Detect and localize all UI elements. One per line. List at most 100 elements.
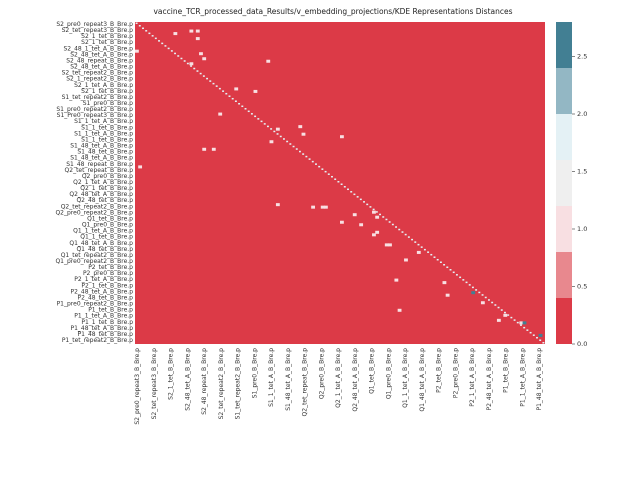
highlight-cell	[372, 233, 376, 237]
row-tick-label: S1_1_tet_B_Bre.p	[81, 124, 133, 131]
column-tick-label: S1_48_tet_A_B_Bre.p	[285, 348, 292, 411]
column-tick-label: Q1_1_tet_A_B_Bre.p	[402, 348, 409, 408]
column-tick-label: S1_pre0_B_Bre.p	[251, 348, 258, 398]
diagonal-cell	[516, 321, 519, 324]
column-tick-label: Q1_48_tet_A_B_Bre.p	[419, 348, 426, 412]
diagonal-cell	[234, 100, 237, 102]
diagonal-cell	[190, 65, 193, 67]
diagonal-cell	[372, 208, 375, 211]
row-tick-label: P1_48_tet_A_B_Bre.p	[70, 325, 133, 332]
row-tick-label: Q1_tet_B_Bre.p	[87, 215, 133, 222]
highlight-cell	[480, 301, 485, 305]
diagonal-cell	[366, 203, 369, 206]
colorbar-segment	[556, 206, 572, 252]
colorbar-tick-label: 0.5	[577, 283, 587, 291]
row-tick-label: Q1_pre0_repeat2_B_Bre.p	[55, 258, 133, 265]
row-tick-label: P1_pre0_repeat2_B_Bre.p	[57, 301, 134, 308]
row-tick-label: Q1_1_tet_B_Bre.p	[80, 234, 133, 241]
column-tick-label: P2_1_tet_A_B_Bre.p	[469, 348, 476, 407]
diagonal-cell	[250, 113, 253, 115]
diagonal-cell	[244, 108, 247, 110]
highlight-cell	[195, 37, 200, 41]
diagonal-cell	[135, 22, 138, 25]
column-tick-label: S2_48_tet_A_B_Bre.p	[184, 348, 191, 411]
diagonal-cell	[420, 246, 423, 248]
column-tick-label: P2_tet_B_Bre.p	[436, 348, 443, 393]
diagonal-cell	[247, 110, 250, 113]
highlight-cell	[375, 215, 380, 219]
diagonal-cell	[382, 216, 385, 218]
column-tick-label: Q2_1_tet_A_B_Bre.p	[335, 348, 342, 408]
diagonal-cell	[433, 256, 436, 258]
diagonal-cell	[487, 299, 490, 301]
diagonal-cell	[337, 180, 340, 183]
diagonal-cell	[395, 226, 398, 228]
highlight-cell	[199, 52, 203, 56]
diagonal-cell	[331, 175, 333, 178]
diagonal-cell	[443, 264, 446, 266]
diagonal-cell	[270, 128, 273, 130]
highlight-cell	[416, 250, 421, 254]
column-tick-label: Q1_pre0_B_Bre.p	[385, 348, 392, 399]
diagonal-cell	[398, 228, 401, 231]
row-tick-label: S1_pre0_repeat2_B_Bre.p	[56, 106, 133, 113]
diagonal-cell	[299, 150, 301, 153]
diagonal-cell	[212, 82, 215, 85]
diagonal-cell	[375, 211, 378, 213]
diagonal-cell	[423, 248, 426, 251]
highlight-cell	[372, 210, 376, 214]
highlight-cell	[189, 62, 194, 66]
row-tick-label: P1_48_tet_B_Bre.p	[78, 331, 134, 338]
diagonal-cell	[254, 115, 257, 118]
row-tick-label: P1_tet_B_Bre.p	[88, 307, 133, 314]
diagonal-cell	[510, 316, 513, 319]
highlight-cell	[311, 205, 316, 209]
row-tick-label: S2_1_tet_B_Bre.p	[81, 88, 133, 95]
heatmap-grid	[135, 22, 545, 344]
diagonal-cell	[263, 123, 266, 125]
colorbar-segment	[556, 22, 572, 68]
diagonal-cell	[401, 231, 404, 233]
diagonal-cell	[180, 57, 183, 60]
diagonal-cell	[536, 336, 538, 339]
row-tick-label: S2_48_tet_A_B_Bre.p	[70, 64, 133, 71]
diagonal-cell	[520, 324, 522, 326]
highlight-cell	[384, 243, 389, 247]
diagonal-cell	[167, 47, 170, 50]
diagonal-cell	[529, 331, 532, 334]
colorbar-segment	[556, 114, 572, 160]
row-tick-label: Q2_1_tet_A_B_Bre.p	[73, 179, 133, 186]
diagonal-cell	[334, 178, 337, 180]
row-tick-label: Q2_pre0_B_Bre.p	[82, 173, 133, 180]
row-tick-label: S2_1_tet_B_Bre.p	[81, 39, 133, 46]
column-tick-label: P1_tet_B_Bre.p	[503, 348, 510, 393]
diagonal-cell	[209, 80, 212, 82]
diagonal-cell	[523, 326, 526, 329]
colorbar-tick-label: 2.0	[577, 110, 587, 118]
highlight-cell	[445, 293, 450, 297]
highlight-cell	[522, 321, 527, 325]
row-tick-label: Q1_tet_repeat2_B_Bre.p	[61, 252, 133, 259]
highlight-cell	[359, 223, 364, 227]
highlight-cell	[275, 127, 280, 131]
chart-title: vaccine_TCR_processed_data_Results/v_emb…	[153, 7, 512, 16]
highlight-cell	[202, 57, 207, 61]
diagonal-cell	[231, 97, 234, 100]
row-tick-label: P1_tet_repeat2_B_Bre.p	[62, 337, 133, 344]
diagonal-cell	[138, 25, 141, 27]
diagonal-cell	[196, 70, 199, 72]
highlight-cell	[202, 147, 207, 151]
diagonal-cell	[241, 105, 244, 108]
column-labels: S2_pre0_repeat3_B_Bre.p S2_tet_repeat3_B_…	[134, 348, 543, 425]
row-tick-label: S1_48_tet_A_B_Bre.p	[70, 155, 133, 162]
row-tick-label: S1_48_tet_B_Bre.p	[77, 149, 133, 156]
column-tick-label: S1_tet_repeat2_B_Bre.p	[235, 348, 242, 420]
row-tick-label: Q2_tet_repeat2_B_Bre.p	[61, 203, 133, 210]
diagonal-cell	[388, 221, 391, 223]
diagonal-cell	[350, 191, 353, 193]
highlight-cell	[375, 230, 380, 234]
column-tick-label: S2_48_repeat_B_Bre.p	[201, 348, 208, 415]
highlight-cell	[352, 213, 357, 217]
highlight-cell	[298, 125, 303, 129]
row-labels: S2_pre0_repeat3_B_Bre.pS2_tet_repeat3_B_…	[55, 21, 133, 344]
